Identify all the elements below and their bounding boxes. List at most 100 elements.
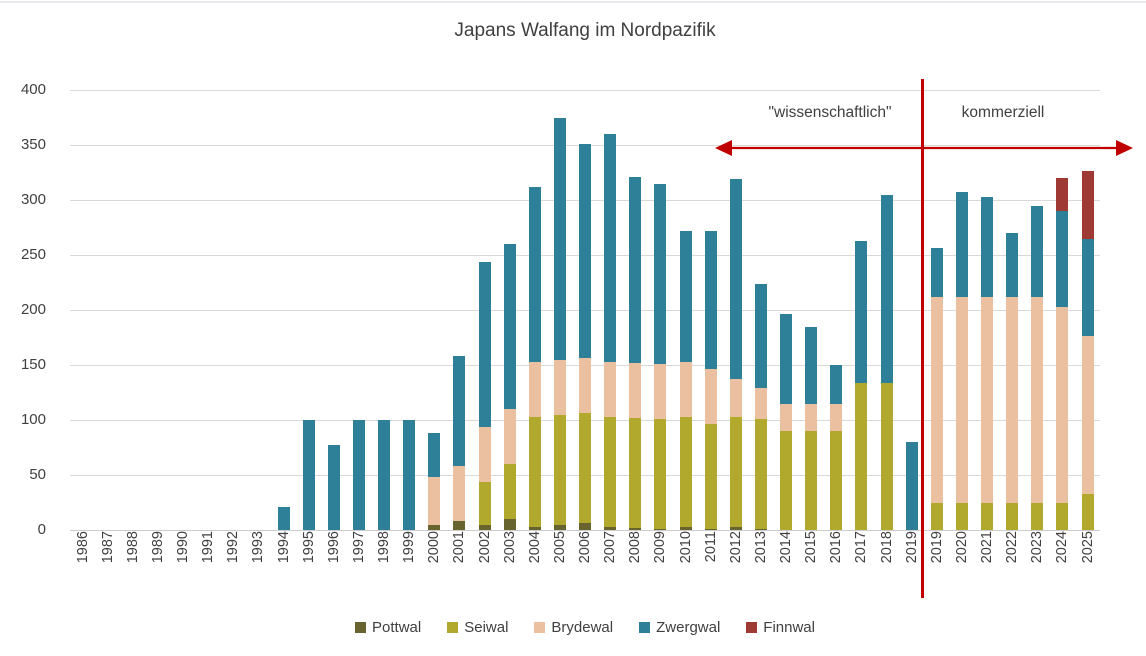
bar-segment-pottwal xyxy=(754,528,767,530)
bar-stack xyxy=(372,90,397,530)
bar-segment-seiwal xyxy=(981,502,994,530)
bar-segment-seiwal xyxy=(754,418,767,529)
bar-segment-brydewal xyxy=(553,359,566,415)
bar-slot-2004-18: 2004 xyxy=(522,90,547,594)
x-tick-label: 2000 xyxy=(426,531,443,564)
gridline-400 xyxy=(70,89,1100,91)
bar-segment-zwergwal xyxy=(579,143,592,359)
x-label-zone: 2016 xyxy=(824,530,849,594)
x-label-zone: 1995 xyxy=(296,530,321,594)
bar-stack xyxy=(346,90,371,530)
chart-title: Japans Walfang im Nordpazifik xyxy=(454,20,716,41)
x-label-zone: 2007 xyxy=(598,530,623,594)
x-label-zone: 2008 xyxy=(623,530,648,594)
bar-segment-brydewal xyxy=(729,379,742,417)
bar-segment-pottwal xyxy=(604,526,617,530)
bar-segment-seiwal xyxy=(528,416,541,527)
bar-segment-brydewal xyxy=(629,362,642,418)
bar-segment-zwergwal xyxy=(805,326,818,404)
x-label-zone: 2000 xyxy=(422,530,447,594)
x-tick-label: 2022 xyxy=(1004,531,1021,564)
x-label-zone: 2021 xyxy=(975,530,1000,594)
y-tick-label: 400 xyxy=(20,81,46,98)
bar-segment-seiwal xyxy=(880,382,893,530)
x-tick-label: 2023 xyxy=(1029,531,1046,564)
x-label-zone: 2004 xyxy=(522,530,547,594)
bar-segment-zwergwal xyxy=(930,248,943,297)
x-label-zone: 2023 xyxy=(1025,530,1050,594)
bar-stack xyxy=(397,90,422,530)
y-tick-label: 150 xyxy=(20,356,46,373)
bar-stack xyxy=(547,90,572,530)
bar-segment-brydewal xyxy=(780,403,793,431)
x-tick-label: 2015 xyxy=(803,531,820,564)
bar-segment-zwergwal xyxy=(880,194,893,383)
bar-segment-brydewal xyxy=(428,477,441,525)
bar-segment-seiwal xyxy=(654,418,667,529)
y-tick-label: 0 xyxy=(37,521,46,538)
y-tick-label: 350 xyxy=(20,136,46,153)
legend-label: Zwergwal xyxy=(656,618,721,636)
x-label-zone: 2011 xyxy=(698,530,723,594)
x-tick-label: 2010 xyxy=(677,531,694,564)
bar-segment-brydewal xyxy=(955,296,968,503)
x-tick-label: 1986 xyxy=(74,531,91,564)
bar-segment-zwergwal xyxy=(553,117,566,360)
bar-slot-2001-15: 2001 xyxy=(447,90,472,594)
x-tick-label: 2018 xyxy=(878,531,895,564)
x-label-zone: 2018 xyxy=(874,530,899,594)
bar-stack xyxy=(723,90,748,530)
bar-segment-brydewal xyxy=(754,388,767,419)
bar-stack xyxy=(698,90,723,530)
bar-segment-zwergwal xyxy=(654,183,667,364)
bar-segment-seiwal xyxy=(679,416,692,527)
bar-segment-brydewal xyxy=(830,403,843,431)
y-tick-label: 250 xyxy=(20,246,46,263)
bar-stack xyxy=(120,90,145,530)
bar-segment-pottwal xyxy=(729,526,742,530)
bar-segment-seiwal xyxy=(1031,502,1044,530)
x-tick-label: 2004 xyxy=(526,531,543,564)
bar-slot-2022-37: 2022 xyxy=(1000,90,1025,594)
bar-slot-2009-23: 2009 xyxy=(648,90,673,594)
bar-slot-2021-36: 2021 xyxy=(975,90,1000,594)
bar-segment-seiwal xyxy=(1006,502,1019,530)
bar-segment-pottwal xyxy=(629,527,642,530)
bar-slot-2000-14: 2000 xyxy=(422,90,447,594)
bar-segment-zwergwal xyxy=(754,283,767,389)
bar-segment-zwergwal xyxy=(905,442,918,530)
legend-label: Brydewal xyxy=(551,618,614,636)
scientific-period-label: "wissenschaftlich" xyxy=(768,104,892,121)
x-tick-label: 1989 xyxy=(149,531,166,564)
legend-swatch-brydewal xyxy=(534,621,546,633)
bar-stack xyxy=(799,90,824,530)
x-tick-label: 2024 xyxy=(1054,531,1071,564)
bar-slot-1999-13: 1999 xyxy=(397,90,422,594)
legend-label: Seiwal xyxy=(464,618,509,636)
bar-segment-pottwal xyxy=(553,524,566,530)
bar-segment-brydewal xyxy=(981,296,994,503)
bar-segment-seiwal xyxy=(629,417,642,528)
x-label-zone: 1986 xyxy=(70,530,95,594)
bar-segment-pottwal xyxy=(428,524,441,530)
bar-segment-brydewal xyxy=(1031,296,1044,503)
x-label-zone: 2012 xyxy=(723,530,748,594)
legend-swatch-seiwal xyxy=(447,621,459,633)
x-tick-label: 2019 xyxy=(903,531,920,564)
x-tick-label: 2021 xyxy=(979,531,996,564)
x-tick-label: 2025 xyxy=(1079,531,1096,564)
bar-segment-brydewal xyxy=(1006,296,1019,503)
bar-slot-1987-1: 1987 xyxy=(95,90,120,594)
bar-stack xyxy=(70,90,95,530)
bar-segment-seiwal xyxy=(855,382,868,530)
bar-segment-zwergwal xyxy=(780,314,793,404)
bar-segment-zwergwal xyxy=(503,244,516,409)
x-label-zone: 2006 xyxy=(573,530,598,594)
bar-slot-2007-21: 2007 xyxy=(598,90,623,594)
bar-stack xyxy=(673,90,698,530)
x-label-zone: 2024 xyxy=(1050,530,1075,594)
bar-slot-2019-34: 2019 xyxy=(924,90,949,594)
bar-slot-1990-4: 1990 xyxy=(171,90,196,594)
bar-segment-brydewal xyxy=(478,426,491,482)
